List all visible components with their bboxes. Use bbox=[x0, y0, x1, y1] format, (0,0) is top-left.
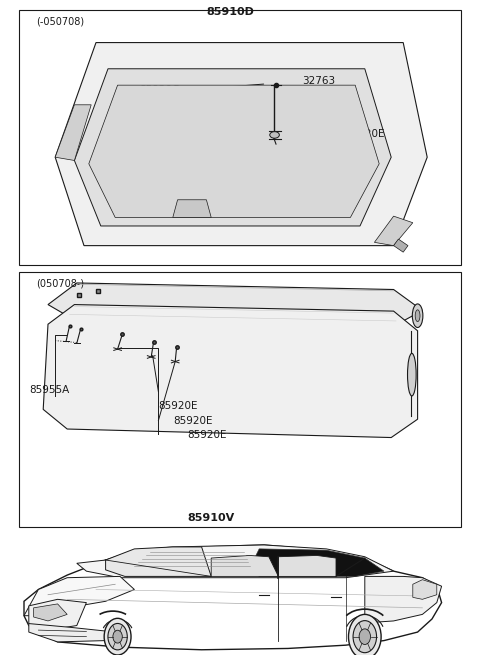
Polygon shape bbox=[29, 624, 115, 642]
Polygon shape bbox=[74, 69, 391, 226]
Circle shape bbox=[359, 629, 371, 645]
Polygon shape bbox=[394, 239, 408, 252]
Ellipse shape bbox=[412, 304, 423, 328]
Polygon shape bbox=[106, 547, 211, 576]
Polygon shape bbox=[211, 555, 278, 576]
Ellipse shape bbox=[415, 310, 420, 322]
Polygon shape bbox=[77, 545, 394, 578]
Ellipse shape bbox=[408, 354, 416, 396]
Polygon shape bbox=[48, 283, 422, 321]
Ellipse shape bbox=[270, 132, 279, 138]
Text: 32763: 32763 bbox=[302, 76, 336, 86]
Circle shape bbox=[104, 618, 131, 655]
Circle shape bbox=[353, 621, 376, 652]
Text: (050708-): (050708-) bbox=[36, 278, 84, 288]
Polygon shape bbox=[365, 576, 442, 622]
Polygon shape bbox=[43, 305, 418, 438]
Polygon shape bbox=[278, 555, 336, 576]
Polygon shape bbox=[55, 105, 91, 160]
Polygon shape bbox=[173, 200, 211, 217]
Text: 85920G: 85920G bbox=[139, 85, 180, 96]
Polygon shape bbox=[250, 549, 384, 576]
Text: (-050708): (-050708) bbox=[36, 16, 84, 26]
Polygon shape bbox=[55, 43, 427, 246]
Text: 85920F: 85920F bbox=[288, 96, 327, 107]
Polygon shape bbox=[29, 599, 86, 630]
Text: 85920E: 85920E bbox=[346, 129, 385, 140]
Bar bbox=[19, 272, 461, 527]
Text: 85920E: 85920E bbox=[158, 401, 198, 411]
Circle shape bbox=[348, 614, 381, 655]
Text: 85910V: 85910V bbox=[188, 513, 235, 523]
Circle shape bbox=[113, 630, 122, 643]
Polygon shape bbox=[413, 580, 437, 599]
Polygon shape bbox=[89, 85, 379, 217]
Text: 85955A: 85955A bbox=[29, 384, 69, 395]
Text: 85910D: 85910D bbox=[206, 7, 254, 16]
Polygon shape bbox=[24, 545, 442, 650]
Text: 85920E: 85920E bbox=[173, 415, 212, 426]
Polygon shape bbox=[34, 604, 67, 621]
Polygon shape bbox=[374, 216, 413, 246]
Bar bbox=[19, 10, 461, 265]
Text: 85920E: 85920E bbox=[187, 430, 227, 440]
Circle shape bbox=[108, 624, 127, 650]
Polygon shape bbox=[24, 576, 134, 616]
